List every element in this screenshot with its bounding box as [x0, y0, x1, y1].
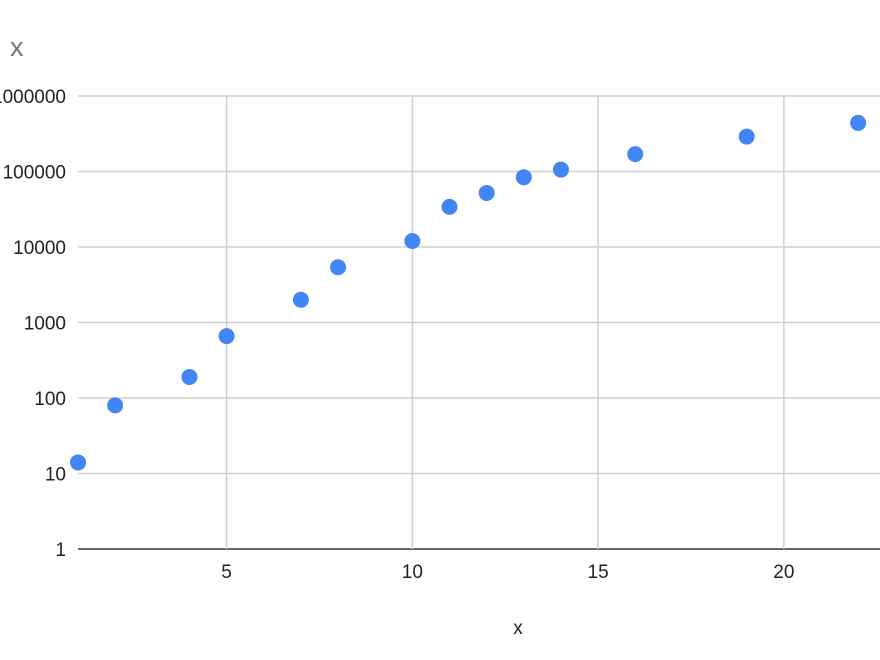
data-point: [738, 128, 755, 145]
y-tick-label: 1: [55, 540, 66, 561]
x-tick-label: 15: [588, 562, 609, 583]
gridlines: [78, 95, 880, 550]
y-tick-label: 100000: [3, 163, 66, 184]
y-tick-label: 10000: [13, 238, 66, 259]
data-point: [292, 291, 309, 308]
data-point: [552, 161, 569, 178]
x-tick-label: 20: [773, 562, 794, 583]
x-tick-label: 10: [402, 562, 423, 583]
y-tick-label: 1000: [24, 314, 66, 335]
data-point: [107, 397, 124, 414]
x-axis-label: x: [513, 618, 523, 639]
x-axis-ticks: 5 10 15 20: [221, 562, 794, 583]
data-point: [478, 184, 495, 201]
data-point: [627, 146, 644, 163]
y-tick-label: 10: [45, 465, 66, 486]
data-point: [70, 454, 86, 471]
chart-title: x: [10, 32, 24, 62]
data-point: [330, 259, 347, 276]
data-point: [218, 328, 235, 345]
data-point: [181, 368, 198, 385]
data-points: [70, 114, 867, 471]
data-point: [404, 233, 421, 250]
y-tick-label: 100: [34, 389, 66, 410]
data-point: [515, 169, 532, 186]
data-point: [441, 198, 458, 215]
x-tick-label: 5: [221, 562, 232, 583]
data-point: [850, 114, 867, 131]
